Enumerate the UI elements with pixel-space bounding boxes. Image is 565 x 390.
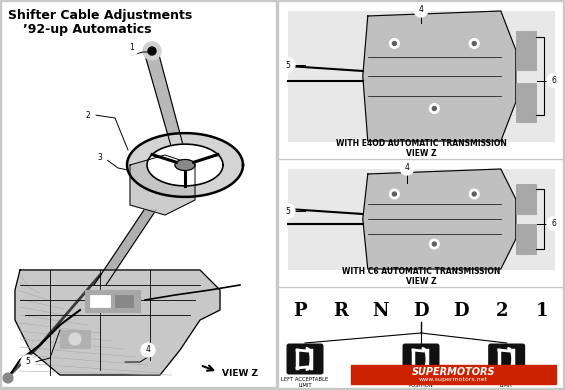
Polygon shape [145, 55, 187, 160]
Bar [85, 290, 140, 312]
Circle shape [472, 41, 476, 46]
Circle shape [469, 39, 479, 48]
Text: 4: 4 [419, 5, 423, 14]
Text: P: P [293, 302, 307, 320]
Bar [115, 295, 133, 307]
Circle shape [414, 3, 428, 17]
Circle shape [3, 373, 13, 383]
Text: 1: 1 [536, 302, 548, 320]
Polygon shape [363, 169, 516, 269]
Text: 2: 2 [86, 110, 90, 119]
Circle shape [472, 192, 476, 196]
Polygon shape [363, 11, 516, 141]
Text: LEFT ACCEPTABLE
LIMIT: LEFT ACCEPTABLE LIMIT [281, 377, 329, 388]
Text: 2: 2 [496, 302, 508, 320]
Bar [516, 83, 536, 122]
FancyBboxPatch shape [402, 344, 440, 374]
Text: 5: 5 [285, 60, 290, 69]
Bar [288, 169, 554, 269]
Circle shape [141, 343, 155, 357]
Polygon shape [175, 160, 195, 170]
Circle shape [81, 108, 95, 122]
Circle shape [393, 192, 397, 196]
Circle shape [429, 103, 440, 113]
Polygon shape [127, 133, 243, 197]
Polygon shape [147, 144, 223, 186]
Circle shape [547, 216, 561, 230]
Circle shape [547, 73, 561, 87]
Circle shape [69, 333, 81, 345]
Circle shape [281, 58, 295, 72]
Text: D: D [454, 302, 469, 320]
Text: SUPERMOTORS: SUPERMOTORS [412, 367, 495, 377]
Bar [350, 365, 557, 384]
Text: 5: 5 [25, 358, 31, 367]
Circle shape [400, 161, 414, 175]
Text: WITH C6 AUTOMATIC TRANSMISSION: WITH C6 AUTOMATIC TRANSMISSION [342, 268, 500, 277]
Circle shape [143, 42, 161, 60]
Circle shape [389, 39, 399, 48]
Circle shape [21, 355, 35, 369]
Circle shape [429, 239, 440, 249]
Circle shape [411, 301, 431, 321]
Bar [280, 3, 562, 158]
Text: N: N [372, 302, 389, 320]
Text: VIEW Z: VIEW Z [222, 369, 258, 378]
Text: R: R [333, 302, 348, 320]
Text: 6: 6 [551, 76, 557, 85]
Circle shape [148, 47, 156, 55]
Text: VIEW Z: VIEW Z [406, 149, 436, 158]
Bar [280, 161, 562, 286]
Bar [90, 295, 110, 307]
Polygon shape [130, 155, 195, 215]
Bar [516, 224, 536, 254]
Circle shape [281, 204, 295, 218]
Text: RIGHT ACCEPTABLE
LIMIT: RIGHT ACCEPTABLE LIMIT [481, 377, 532, 388]
Text: 5: 5 [285, 206, 290, 216]
Polygon shape [94, 210, 156, 285]
Text: 4: 4 [405, 163, 409, 172]
Text: 3: 3 [98, 154, 102, 163]
Text: ’92-up Automatics: ’92-up Automatics [23, 23, 151, 37]
Bar [516, 184, 536, 214]
FancyBboxPatch shape [286, 344, 324, 374]
Text: D: D [413, 302, 429, 320]
Circle shape [125, 41, 139, 55]
Text: VIEW Z: VIEW Z [406, 277, 436, 285]
Bar [516, 30, 536, 69]
FancyBboxPatch shape [488, 344, 525, 374]
Text: TARGET
POSITION: TARGET POSITION [408, 377, 433, 388]
Circle shape [432, 242, 436, 246]
Circle shape [469, 189, 479, 199]
Text: 1: 1 [129, 44, 134, 53]
Circle shape [93, 151, 107, 165]
Bar [3, 3, 275, 386]
Text: Shifter Cable Adjustments: Shifter Cable Adjustments [8, 9, 192, 23]
Circle shape [393, 41, 397, 46]
Text: 4: 4 [146, 346, 150, 355]
Polygon shape [15, 270, 220, 375]
Text: 6: 6 [551, 219, 557, 228]
Text: WITH E4OD AUTOMATIC TRANSMISSION: WITH E4OD AUTOMATIC TRANSMISSION [336, 140, 506, 149]
Text: www.supermotors.net: www.supermotors.net [419, 378, 488, 383]
Circle shape [389, 189, 399, 199]
Bar [288, 11, 554, 141]
Bar [60, 330, 90, 348]
Circle shape [432, 106, 436, 110]
Bar [280, 289, 562, 387]
